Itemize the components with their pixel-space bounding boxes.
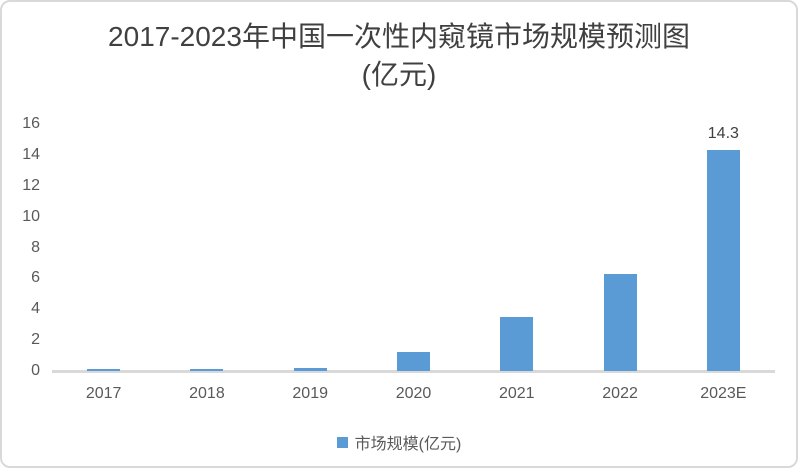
x-tick-label-2022: 2022 (602, 385, 638, 402)
x-tick-label-2023E: 2023E (700, 385, 747, 402)
bar-2023E (706, 150, 740, 371)
x-tick-label-2021: 2021 (498, 385, 535, 402)
x-axis-line (52, 370, 775, 373)
x-tick-label-2017: 2017 (85, 385, 122, 402)
legend: 市场规模(亿元) (2, 430, 796, 454)
y-tick-label-8: 8 (31, 238, 40, 256)
chart-title: 2017-2023年中国一次性内窥镜市场规模预测图 (亿元) (2, 18, 796, 94)
y-tick-label-12: 12 (22, 176, 40, 194)
bar-2017 (87, 369, 121, 371)
bar-2020 (397, 352, 430, 371)
legend-marker-icon (336, 436, 348, 448)
y-tick-label-0: 0 (31, 362, 40, 379)
chart-title-line2: (亿元) (361, 59, 437, 90)
y-tick-label-16: 16 (22, 115, 40, 132)
y-tick-label-2: 2 (31, 331, 40, 349)
bar-2018 (190, 368, 224, 371)
chart-title-line1: 2017-2023年中国一次性内窥镜市场规模预测图 (108, 21, 690, 52)
y-tick-label-4: 4 (31, 300, 40, 318)
y-tick-label-10: 10 (22, 207, 40, 225)
data-label-2023E: 14.3 (707, 125, 739, 143)
bar-2019 (293, 367, 327, 371)
x-tick-label-2019: 2019 (292, 385, 328, 402)
y-tick-label-14: 14 (22, 145, 40, 163)
x-tick-label-2018: 2018 (189, 385, 225, 402)
y-tick-label-6: 6 (31, 269, 40, 287)
bar-2022 (603, 273, 637, 371)
bar-2021 (500, 316, 534, 371)
legend-label: 市场规模(亿元) (354, 436, 462, 453)
x-tick-label-2020: 2020 (395, 385, 432, 402)
